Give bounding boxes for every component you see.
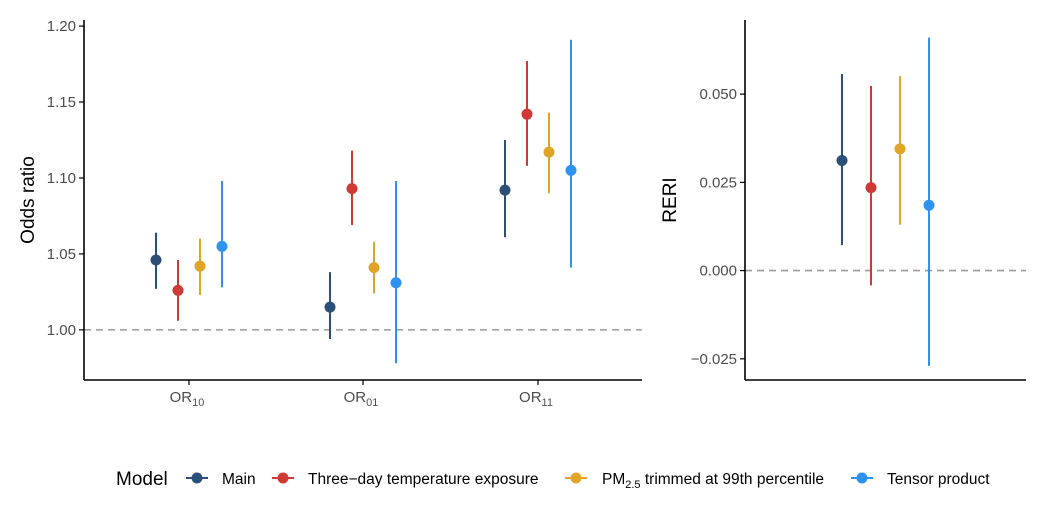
odds-ratio-marks	[150, 39, 577, 364]
legend-label-tensor: Tensor product	[887, 471, 990, 488]
estimate-point	[894, 143, 906, 155]
estimate-point	[543, 146, 555, 158]
legend-key-point	[277, 472, 289, 484]
estimate-point	[390, 277, 402, 289]
odds-ratio-y-ticks: 1.00 1.05 1.10 1.15 1.20	[47, 18, 84, 339]
y-tick-label: −0.025	[691, 351, 737, 368]
estimate-point	[216, 240, 228, 252]
legend-label-three-day: Three−day temperature exposure	[308, 471, 538, 488]
x-tick-label-subscript: 11	[542, 397, 553, 409]
y-tick-label: 0.050	[699, 86, 737, 103]
estimate-point	[150, 254, 162, 266]
reri-panel: −0.025 0.000 0.025 0.050 RERI	[660, 20, 1026, 381]
x-tick-label-base: OR	[519, 389, 542, 406]
legend-item-pm25-trimmed: PM2.5 trimmed at 99th percentile	[565, 471, 824, 491]
y-tick-label: 1.00	[47, 322, 76, 339]
reri-marks	[836, 37, 935, 366]
legend-label-main: Main	[222, 471, 256, 488]
x-tick-label: OR01	[344, 389, 379, 409]
estimate-point	[368, 262, 380, 274]
legend-label-pm25: PM2.5 trimmed at 99th percentile	[602, 471, 824, 491]
estimate-point	[836, 154, 848, 166]
y-tick-label: 1.10	[47, 170, 76, 187]
estimate-point	[172, 284, 184, 296]
legend-title: Model	[116, 469, 168, 490]
legend-item-main: Main	[186, 471, 256, 488]
estimate-point	[499, 184, 511, 196]
legend: Model Main Three−day temperature exposur…	[116, 469, 990, 491]
estimate-point	[521, 108, 533, 120]
odds-ratio-panel: 1.001.051.101.151.20 OR10 OR01 OR11 Odds r…	[18, 18, 642, 409]
estimate-point	[865, 182, 877, 194]
y-tick-label: 0.025	[699, 174, 737, 191]
estimate-point	[565, 164, 577, 176]
y-tick-label: 1.15	[47, 94, 76, 111]
x-tick-label: OR11	[519, 389, 553, 409]
y-tick-label: 0.000	[699, 263, 737, 280]
legend-key-point	[570, 472, 582, 484]
estimate-point	[194, 260, 206, 272]
legend-item-tensor-product: Tensor product	[851, 471, 990, 488]
x-tick-label: OR10	[170, 389, 205, 409]
reri-y-axis-title: RERI	[660, 177, 681, 222]
x-tick-label-base: OR	[170, 389, 193, 406]
estimate-point	[324, 301, 336, 313]
estimate-point	[923, 199, 935, 211]
legend-key-point	[856, 472, 868, 484]
odds-ratio-x-ticks: OR10 OR01 OR11	[170, 380, 553, 409]
x-tick-label-subscript: 10	[192, 397, 204, 409]
reri-y-ticks: −0.025 0.000 0.025 0.050	[691, 86, 745, 368]
x-tick-label-base: OR	[344, 389, 367, 406]
legend-item-three-day-temperature: Three−day temperature exposure	[272, 471, 538, 488]
x-tick-label-subscript: 01	[366, 397, 378, 409]
odds-ratio-y-axis-title: Odds ratio	[18, 156, 39, 244]
legend-key-point	[191, 472, 203, 484]
estimate-point	[346, 183, 358, 195]
y-tick-label: 1.20	[47, 18, 76, 35]
y-tick-label: 1.05	[47, 246, 76, 263]
